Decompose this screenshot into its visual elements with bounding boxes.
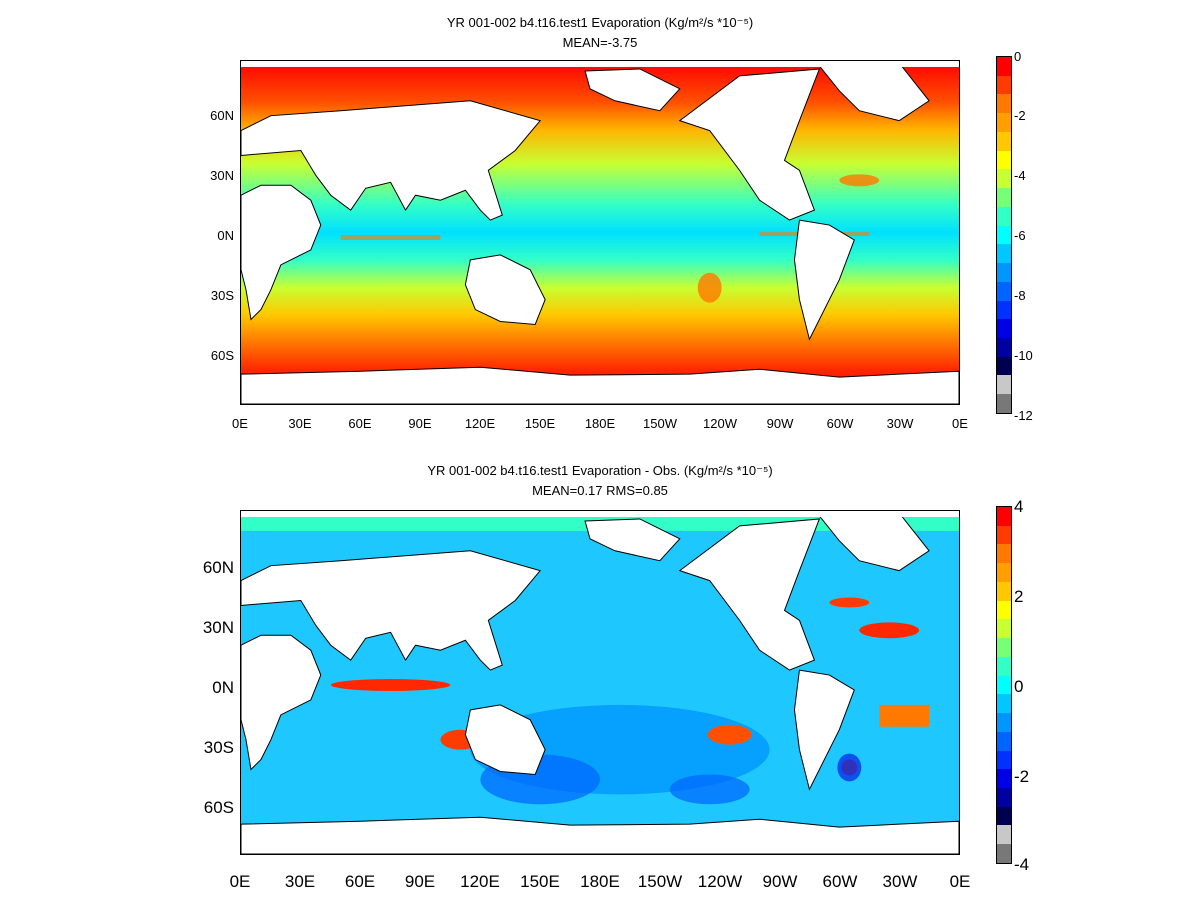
colorbar-tick: -10	[1014, 348, 1033, 363]
evaporation-map	[240, 60, 960, 405]
lat-tick: 60S	[203, 798, 234, 817]
colorbar-swatch	[997, 206, 1011, 226]
colorbar-swatch	[997, 563, 1011, 582]
colorbar-swatch	[997, 356, 1011, 376]
colorbar-swatch	[997, 581, 1011, 601]
colorbar-swatch	[997, 319, 1011, 339]
colorbar-swatch	[997, 844, 1011, 863]
colorbar-swatch	[997, 600, 1011, 620]
lat-tick: 60S	[210, 348, 234, 363]
lon-tick: 150E	[524, 416, 556, 431]
evaporation-difference-map	[240, 510, 960, 855]
colorbar-tick: 2	[1014, 587, 1024, 606]
lon-tick: 0E	[232, 416, 248, 431]
lon-tick: 120E	[460, 872, 500, 891]
lon-tick: 60W	[822, 872, 858, 891]
colorbar-swatch	[997, 57, 1011, 76]
colorbar-tick: -12	[1014, 408, 1033, 423]
colorbar-swatch	[997, 281, 1011, 301]
lon-tick: 90W	[766, 416, 794, 431]
colorbar-swatch	[997, 788, 1011, 807]
lat-tick: 60N	[210, 108, 234, 123]
lon-tick: 0E	[952, 416, 968, 431]
colorbar	[996, 506, 1012, 864]
colorbar-tick: 4	[1014, 497, 1024, 516]
lon-tick: 150E	[520, 872, 560, 891]
colorbar-swatch	[997, 619, 1011, 639]
lat-tick: 30N	[210, 168, 234, 183]
lon-tick: 120E	[464, 416, 496, 431]
lon-tick: 60E	[348, 416, 372, 431]
colorbar-swatch	[997, 806, 1011, 826]
lon-tick: 180E	[584, 416, 616, 431]
colorbar-swatch	[997, 263, 1011, 282]
colorbar-swatch	[997, 338, 1011, 357]
lat-tick: 30N	[202, 618, 234, 637]
colorbar-tick: -4	[1014, 855, 1030, 874]
lon-tick: 150W	[643, 416, 677, 431]
colorbar-swatch	[997, 694, 1011, 714]
colorbar-tick: 0	[1014, 49, 1022, 64]
lon-tick: 30W	[882, 872, 918, 891]
panel-title: YR 001-002 b4.t16.test1 Evaporation - Ob…	[427, 463, 773, 478]
colorbar-swatch	[997, 169, 1011, 189]
lon-tick: 120W	[697, 872, 743, 891]
lon-tick: 30E	[288, 416, 312, 431]
lon-tick: 0E	[229, 872, 251, 891]
colorbar-tick: -6	[1014, 228, 1026, 243]
colorbar-swatch	[997, 675, 1011, 695]
lon-tick: 30E	[284, 872, 316, 891]
lon-tick: 150W	[637, 872, 683, 891]
colorbar-swatch	[997, 150, 1011, 170]
colorbar-swatch	[997, 300, 1011, 320]
colorbar-swatch	[997, 731, 1011, 751]
lon-tick: 0E	[949, 872, 971, 891]
colorbar-swatch	[997, 75, 1011, 95]
lon-tick: 120W	[703, 416, 737, 431]
colorbar-swatch	[997, 113, 1011, 132]
colorbar-tick: 0	[1014, 677, 1024, 696]
lat-tick: 30S	[203, 738, 234, 757]
colorbar-swatch	[997, 713, 1011, 732]
lat-tick: 30S	[210, 288, 234, 303]
colorbar-swatch	[997, 394, 1011, 413]
lat-tick: 60N	[202, 558, 234, 577]
lon-tick: 90E	[408, 416, 432, 431]
colorbar-swatch	[997, 525, 1011, 545]
colorbar-tick: -2	[1014, 767, 1030, 786]
lon-tick: 90W	[762, 872, 798, 891]
colorbar-swatch	[997, 225, 1011, 245]
colorbar-swatch	[997, 131, 1011, 151]
colorbar-tick: -4	[1014, 168, 1026, 183]
lon-tick: 180E	[580, 872, 620, 891]
colorbar-swatch	[997, 825, 1011, 845]
colorbar-swatch	[997, 750, 1011, 770]
panel-stats: MEAN=0.17 RMS=0.85	[532, 483, 668, 498]
colorbar-swatch	[997, 94, 1011, 114]
colorbar-swatch	[997, 769, 1011, 789]
lon-tick: 30W	[886, 416, 914, 431]
colorbar-tick: -8	[1014, 288, 1026, 303]
colorbar-swatch	[997, 244, 1011, 264]
lon-tick: 60E	[344, 872, 376, 891]
lon-tick: 60W	[826, 416, 854, 431]
colorbar-swatch	[997, 188, 1011, 207]
colorbar	[996, 56, 1012, 414]
panel-title: YR 001-002 b4.t16.test1 Evaporation (Kg/…	[446, 15, 754, 30]
colorbar-swatch	[997, 656, 1011, 676]
panel-stats: MEAN=-3.75	[562, 35, 638, 50]
lon-tick: 90E	[404, 872, 436, 891]
colorbar-swatch	[997, 507, 1011, 526]
colorbar-swatch	[997, 638, 1011, 657]
colorbar-tick: -2	[1014, 108, 1026, 123]
lat-tick: 0N	[217, 228, 234, 243]
lat-tick: 0N	[212, 678, 234, 697]
colorbar-swatch	[997, 375, 1011, 395]
colorbar-swatch	[997, 544, 1011, 564]
